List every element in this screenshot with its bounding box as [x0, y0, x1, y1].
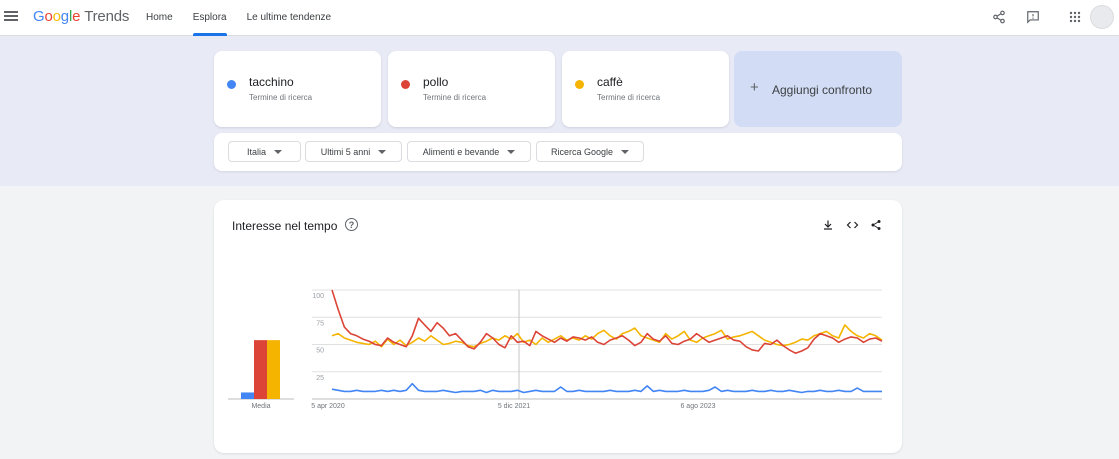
y-tick-label: 100 — [312, 293, 324, 300]
filter-time-range[interactable]: Ultimi 5 anni — [305, 141, 402, 162]
help-icon[interactable]: ? — [345, 218, 358, 231]
term-type: Termine di ricerca — [423, 93, 487, 102]
x-tick-label: 5 apr 2020 — [311, 403, 345, 410]
nav-trending[interactable]: Le ultime tendenze — [246, 12, 332, 23]
term-card-tacchino[interactable]: tacchino Termine di ricerca — [214, 51, 381, 127]
y-tick-label: 50 — [316, 348, 324, 355]
average-bar-tacchino — [241, 392, 254, 399]
series-line-pollo — [331, 289, 883, 354]
term-type: Termine di ricerca — [249, 93, 313, 102]
average-bar-caffè — [267, 340, 280, 399]
logo-trends: Trends — [84, 8, 130, 25]
series-line-caffè — [331, 324, 883, 348]
chevron-down-icon — [621, 149, 630, 154]
google-trends-logo[interactable]: Google Trends — [33, 8, 129, 25]
filter-label: Italia — [246, 146, 266, 157]
chevron-down-icon — [378, 149, 387, 154]
embed-code-icon[interactable] — [845, 218, 859, 232]
chevron-down-icon — [507, 149, 516, 154]
nav-explore[interactable]: Esplora — [192, 0, 227, 36]
chevron-down-icon — [274, 149, 282, 154]
add-comparison-label: Aggiungi confronto — [772, 83, 873, 97]
filter-category[interactable]: Alimenti e bevande — [407, 141, 531, 162]
filter-label: Alimenti e bevande — [422, 146, 500, 157]
x-tick-label: 6 ago 2023 — [680, 403, 715, 410]
share-icon[interactable] — [990, 8, 1008, 26]
x-tick-label: 5 dic 2021 — [498, 403, 530, 410]
y-tick-label: 75 — [316, 320, 324, 327]
apps-grid-icon[interactable] — [1066, 8, 1084, 26]
filter-search-type[interactable]: Ricerca Google — [536, 141, 644, 162]
interest-over-time-card: Interesse nel tempo ? 25 50 75 100 5 apr 202… — [214, 200, 902, 453]
term-card-pollo[interactable]: pollo Termine di ricerca — [388, 51, 555, 127]
term-name: pollo — [423, 75, 449, 89]
term-color-dot — [227, 80, 236, 89]
average-label: Media — [251, 403, 270, 410]
term-type: Termine di ricerca — [597, 93, 661, 102]
nav-home[interactable]: Home — [146, 12, 173, 23]
term-color-dot — [575, 80, 584, 89]
term-card-caffe[interactable]: caffè Termine di ricerca — [562, 51, 729, 127]
top-app-bar: Google Trends Home Esplora Le ultime tend… — [0, 0, 1119, 36]
add-comparison-button[interactable]: + Aggiungi confronto — [734, 51, 902, 127]
logo-google: Google — [33, 8, 81, 25]
term-name: tacchino — [249, 75, 294, 89]
account-avatar[interactable] — [1090, 5, 1114, 29]
share-icon[interactable] — [869, 218, 883, 232]
main-nav: Home Esplora Le ultime tendenze — [146, 0, 331, 36]
series-line-tacchino — [331, 382, 882, 394]
term-color-dot — [401, 80, 410, 89]
filter-label: Ultimi 5 anni — [320, 146, 371, 157]
average-bar-pollo — [254, 340, 267, 399]
filter-label: Ricerca Google — [550, 146, 614, 157]
filter-bar: Italia Ultimi 5 anni Alimenti e bevande … — [214, 133, 902, 171]
chart-title: Interesse nel tempo — [232, 219, 338, 233]
plus-icon: + — [750, 79, 759, 96]
download-icon[interactable] — [821, 218, 835, 232]
feedback-icon[interactable] — [1024, 8, 1042, 26]
menu-icon[interactable] — [4, 9, 18, 23]
term-name: caffè — [597, 75, 623, 89]
interest-chart[interactable]: 25 50 75 100 5 apr 2020 5 dic 2021 6 ago 2023 M… — [214, 200, 902, 453]
filter-region[interactable]: Italia — [228, 141, 301, 162]
y-tick-label: 25 — [316, 375, 324, 382]
